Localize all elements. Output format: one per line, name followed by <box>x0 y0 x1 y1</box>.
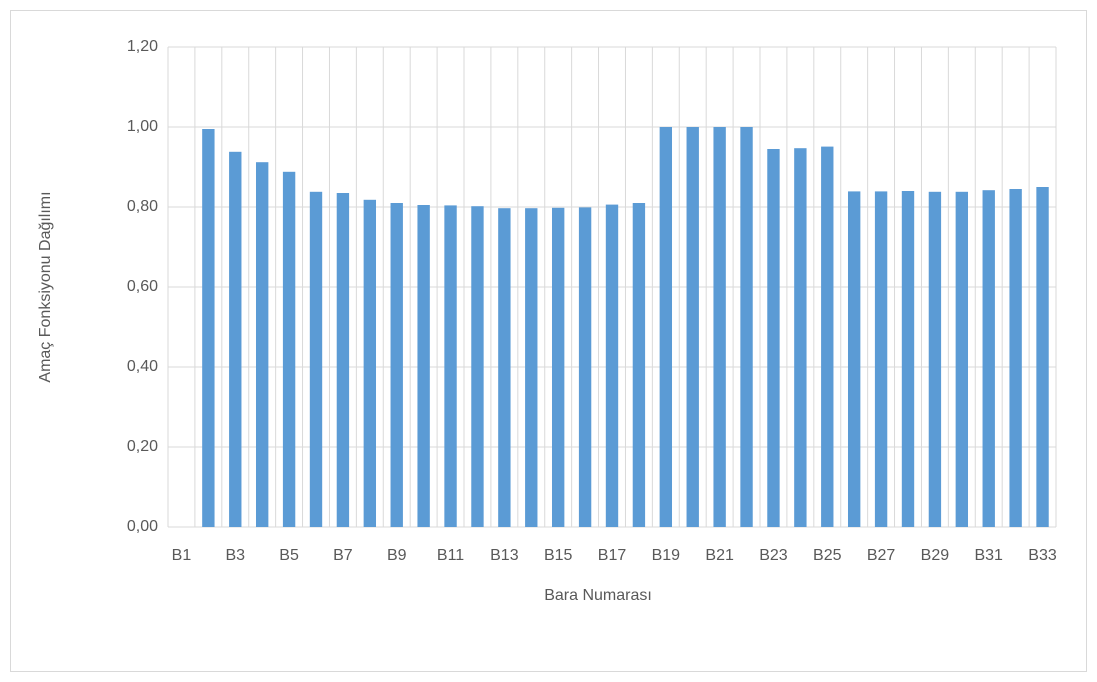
x-axis-label: Bara Numarası <box>544 587 652 604</box>
bar <box>525 208 538 527</box>
bar <box>282 171 296 528</box>
x-tick-label: B19 <box>652 547 681 564</box>
x-tick-label: B21 <box>705 547 734 564</box>
x-tick-label: B11 <box>437 547 464 564</box>
bar <box>390 203 403 527</box>
bar <box>901 191 915 527</box>
bar <box>713 127 726 527</box>
x-tick-label: B9 <box>387 547 407 564</box>
bar <box>444 205 457 527</box>
bar <box>229 151 242 528</box>
y-tick-label: 0,40 <box>127 358 158 375</box>
bar <box>605 204 619 527</box>
x-tick-label: B3 <box>225 547 245 564</box>
chart-frame <box>10 10 1087 672</box>
x-tick-label: B17 <box>598 547 627 564</box>
bar <box>659 127 673 527</box>
bar <box>955 191 969 528</box>
bar <box>578 207 592 527</box>
x-tick-label: B25 <box>813 547 842 564</box>
y-tick-label: 1,00 <box>127 118 158 135</box>
bar <box>767 149 780 527</box>
x-tick-label: B15 <box>544 547 573 564</box>
y-tick-label: 1,20 <box>127 38 158 55</box>
bar <box>740 127 753 527</box>
x-tick-label: B23 <box>759 547 788 564</box>
bar <box>928 191 942 528</box>
bar <box>982 190 995 527</box>
x-tick-label: B33 <box>1028 547 1057 564</box>
y-tick-label: 0,60 <box>127 278 158 295</box>
bar <box>309 191 323 528</box>
bar <box>471 206 484 527</box>
bar <box>686 127 699 527</box>
y-tick-label: 0,80 <box>127 198 158 215</box>
bar <box>874 191 888 527</box>
x-tick-label: B1 <box>172 547 192 564</box>
bar <box>363 199 377 528</box>
bar <box>417 205 430 527</box>
x-tick-label: B5 <box>279 547 299 564</box>
x-tick-label: B7 <box>333 547 353 564</box>
bar <box>847 191 861 527</box>
bar <box>794 148 807 527</box>
bar <box>1036 187 1049 527</box>
y-tick-label: 0,20 <box>127 438 158 455</box>
bar <box>255 162 269 527</box>
bar <box>551 207 565 528</box>
bar <box>498 208 511 527</box>
bar <box>1009 189 1022 527</box>
x-tick-label: B29 <box>921 547 950 564</box>
x-tick-label: B13 <box>490 547 519 564</box>
bar <box>336 193 350 527</box>
y-tick-label: 0,00 <box>127 518 158 535</box>
bar <box>821 146 834 527</box>
bar <box>632 203 646 527</box>
y-axis-label: Amaç Fonksiyonu Dağılımı <box>37 191 54 382</box>
bar <box>202 129 215 527</box>
x-tick-label: B27 <box>867 547 896 564</box>
x-tick-label: B31 <box>974 547 1003 564</box>
